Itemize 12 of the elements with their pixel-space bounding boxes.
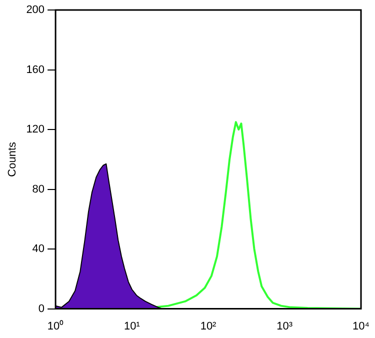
x-tick-label: 10⁴	[352, 320, 370, 332]
x-tick-label: 10²	[200, 320, 217, 332]
y-tick-label: 120	[26, 124, 45, 136]
y-tick-label: 0	[38, 302, 45, 315]
y-tick-label: 40	[32, 243, 45, 256]
y-tick-label: 160	[26, 64, 45, 76]
y-tick-label: 80	[32, 183, 45, 196]
x-tick-label: 10¹	[124, 320, 140, 332]
y-tick-label: 200	[26, 4, 45, 16]
y-axis-title: Counts	[6, 141, 19, 177]
x-tick-label: 10⁰	[47, 319, 64, 332]
x-tick-label: 10³	[276, 320, 293, 332]
